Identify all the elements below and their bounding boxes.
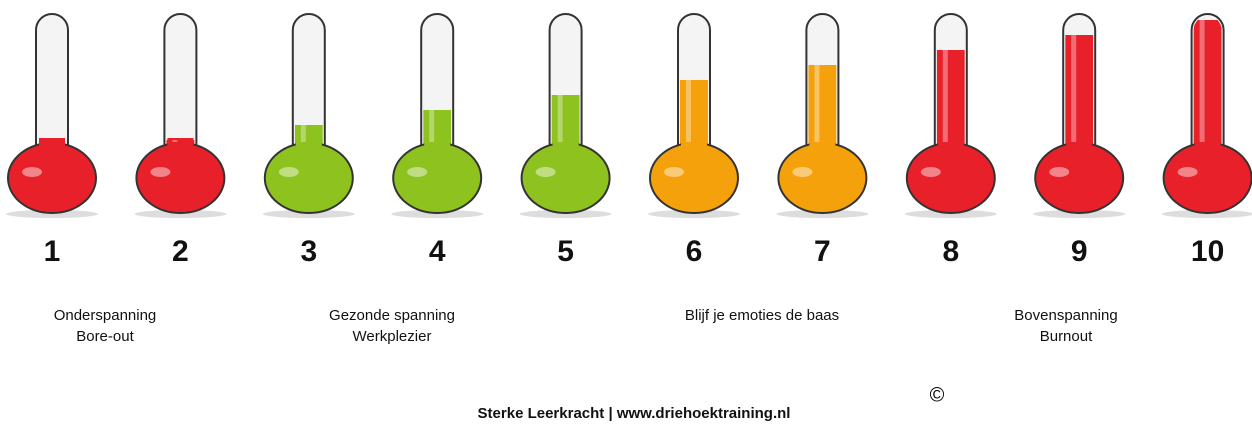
level-number: 3 (300, 235, 317, 268)
thermometer (391, 14, 483, 218)
thermometer (263, 14, 355, 218)
level-number: 6 (686, 235, 703, 268)
caption: Werkplezier (353, 328, 432, 345)
thermometer (648, 14, 740, 218)
level-number: 2 (172, 235, 189, 268)
bulb (136, 143, 224, 213)
thermometer (905, 14, 997, 218)
bulb-neck (553, 138, 579, 150)
caption: Bovenspanning (1014, 307, 1117, 324)
bulb-highlight (150, 167, 170, 177)
bulb-neck (39, 138, 65, 150)
bulb (778, 143, 866, 213)
thermometer (6, 14, 98, 218)
level-number: 9 (1071, 235, 1088, 268)
bulb-highlight (664, 167, 684, 177)
highlight (1200, 20, 1205, 142)
bulb-neck (938, 138, 964, 150)
infographic: Onderspanning Bore-out Gezonde spanning … (0, 0, 1252, 425)
bulb-neck (681, 138, 707, 150)
bulb-highlight (536, 167, 556, 177)
thermometer (134, 14, 226, 218)
thermometer (1033, 14, 1125, 218)
copyright: © (930, 384, 945, 406)
thermometer (776, 14, 868, 218)
level-number: 7 (814, 235, 831, 268)
bulb-highlight (279, 167, 299, 177)
bulb (650, 143, 738, 213)
level-number: 4 (429, 235, 446, 268)
bulb-neck (424, 138, 450, 150)
thermometer (1162, 14, 1252, 218)
thermometer (520, 14, 612, 218)
bulb-neck (167, 138, 193, 150)
caption: Gezonde spanning (329, 307, 455, 324)
level-number: 1 (44, 235, 61, 268)
highlight (686, 80, 691, 142)
bulb (8, 143, 96, 213)
highlight (1071, 35, 1076, 142)
bulb-neck (1066, 138, 1092, 150)
highlight (558, 95, 563, 142)
bulb-neck (296, 138, 322, 150)
bulb-highlight (22, 167, 42, 177)
level-number: 10 (1191, 235, 1224, 268)
bulb (522, 143, 610, 213)
highlight (301, 125, 306, 142)
caption: Burnout (1040, 328, 1093, 345)
caption: Onderspanning (54, 307, 157, 324)
bulb-highlight (407, 167, 427, 177)
page: Onderspanning Bore-out Gezonde spanning … (0, 0, 1252, 425)
highlight (943, 50, 948, 142)
level-number: 8 (942, 235, 959, 268)
level-number: 5 (557, 235, 574, 268)
highlight (429, 110, 434, 142)
bulb (907, 143, 995, 213)
bulb (265, 143, 353, 213)
bulb (1035, 143, 1123, 213)
bulb-highlight (1178, 167, 1198, 177)
bulb-highlight (921, 167, 941, 177)
caption: Bore-out (76, 328, 134, 345)
bulb (393, 143, 481, 213)
bulb (1164, 143, 1252, 213)
footer: Sterke Leerkracht | www.driehoektraining… (478, 405, 791, 422)
highlight (814, 65, 819, 142)
bulb-highlight (1049, 167, 1069, 177)
highlight (172, 140, 177, 142)
bulb-neck (809, 138, 835, 150)
bulb-neck (1195, 138, 1221, 150)
caption: Blijf je emoties de baas (685, 307, 839, 324)
bulb-highlight (792, 167, 812, 177)
